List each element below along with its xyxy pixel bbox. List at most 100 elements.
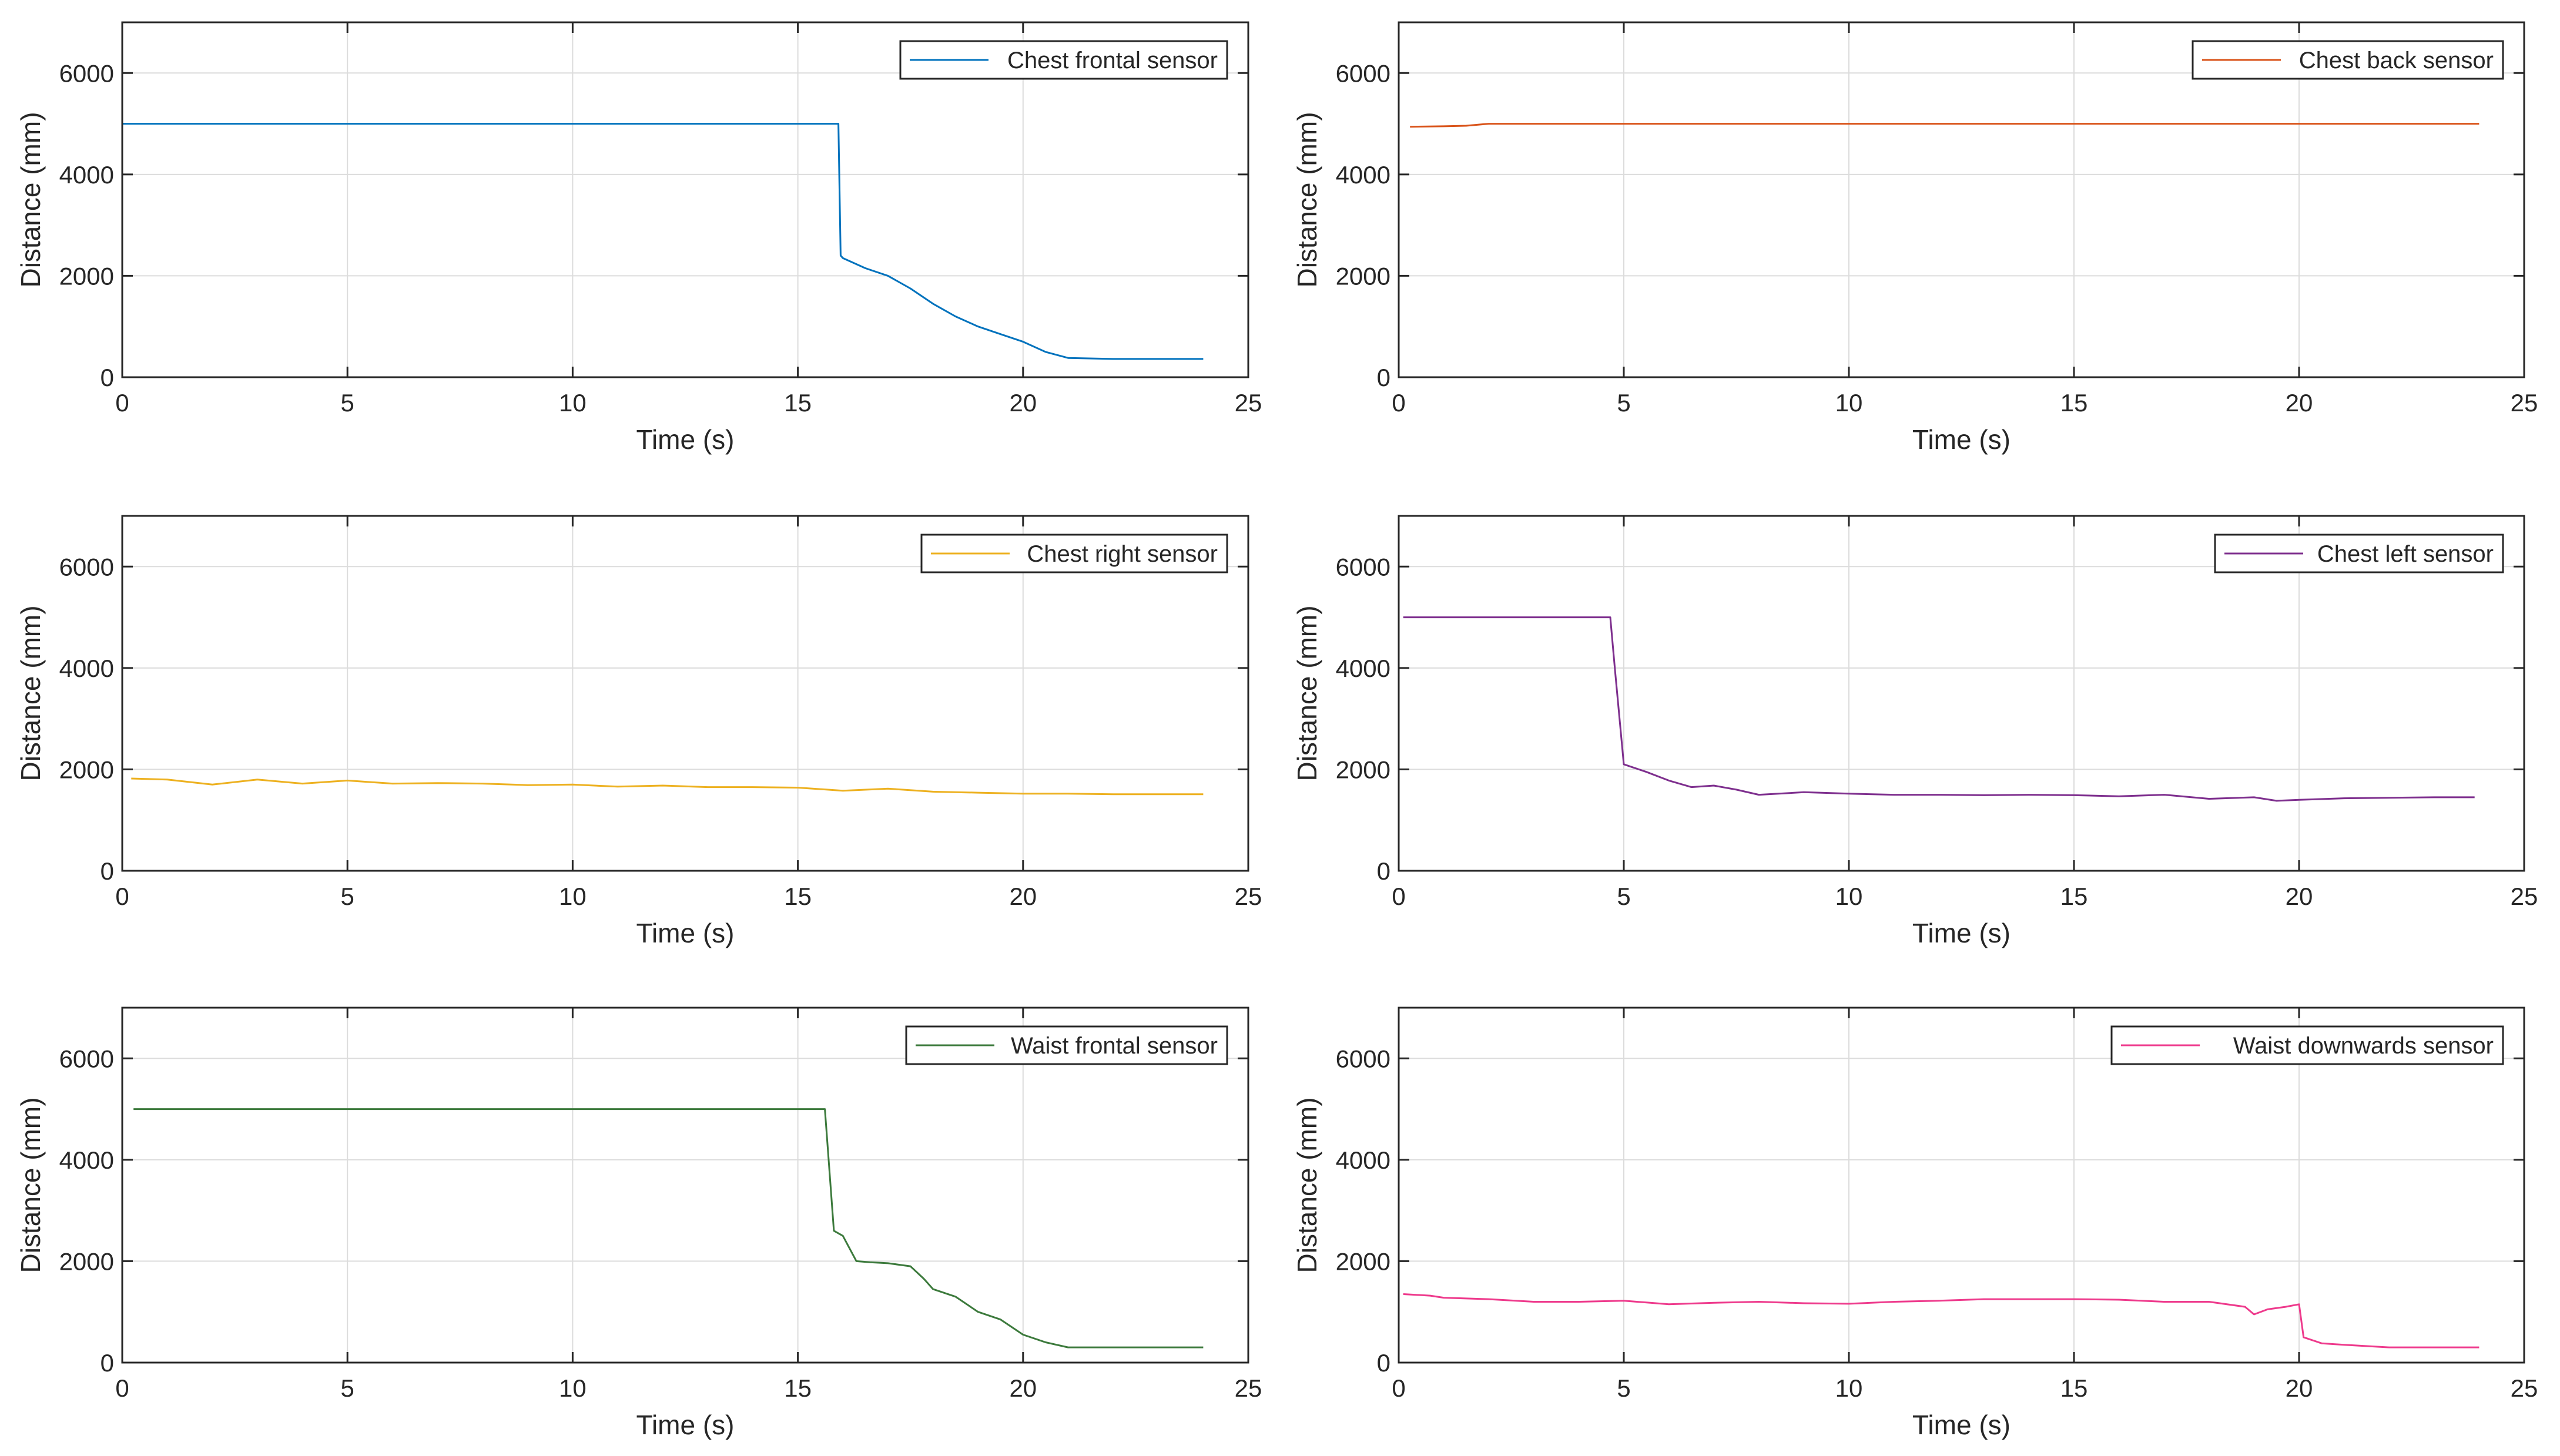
x-axis-label: Time (s) bbox=[1912, 1410, 2011, 1440]
series-line bbox=[122, 123, 1204, 360]
chart-panel-6: 0 5 10 15 20 25 0 2000 4000 6000 Time (s) Distance … bbox=[1292, 1007, 2538, 1440]
legend-label: Chest back sensor bbox=[2299, 48, 2494, 73]
y-tick-label: 0 bbox=[100, 1349, 114, 1377]
x-tick-label: 25 bbox=[1235, 1374, 1262, 1402]
y-tick-label: 0 bbox=[100, 364, 114, 391]
y-axis-label: Distance (mm) bbox=[15, 605, 46, 781]
y-tick-label: 6000 bbox=[1336, 553, 1390, 581]
y-tick-label: 4000 bbox=[59, 655, 114, 682]
x-tick-label: 5 bbox=[341, 883, 354, 910]
axes-frame bbox=[1398, 1007, 2525, 1364]
y-tick-label: 6000 bbox=[59, 553, 114, 581]
x-tick-label: 25 bbox=[2511, 1374, 2538, 1402]
y-axis-label: Distance (mm) bbox=[1292, 112, 1322, 287]
series-line bbox=[1410, 123, 2479, 128]
legend: Chest right sensor bbox=[920, 534, 1228, 573]
plot-area bbox=[122, 1008, 1248, 1363]
x-tick-label: 20 bbox=[1009, 389, 1037, 417]
chart-panel-2: 0 5 10 15 20 25 0 2000 4000 6000 Time (s) Distance … bbox=[1292, 21, 2538, 455]
x-tick-label: 0 bbox=[1392, 1374, 1405, 1402]
x-tick-label: 10 bbox=[559, 1374, 587, 1402]
y-axis-label: Distance (mm) bbox=[15, 112, 46, 287]
x-tick-label: 15 bbox=[784, 1374, 812, 1402]
x-tick-label: 25 bbox=[2511, 883, 2538, 910]
legend: Waist downwards sensor bbox=[2110, 1025, 2504, 1065]
x-tick-label: 25 bbox=[1235, 883, 1262, 910]
legend: Waist frontal sensor bbox=[905, 1025, 1228, 1065]
y-tick-label: 4000 bbox=[1336, 655, 1390, 682]
x-axis-label: Time (s) bbox=[1912, 918, 2011, 948]
x-tick-label: 15 bbox=[2060, 1374, 2088, 1402]
x-tick-label: 20 bbox=[2286, 1374, 2313, 1402]
legend: Chest back sensor bbox=[2192, 40, 2504, 80]
x-tick-label: 10 bbox=[1835, 389, 1863, 417]
x-tick-label: 20 bbox=[2286, 883, 2313, 910]
x-tick-label: 20 bbox=[1009, 883, 1037, 910]
x-axis-label: Time (s) bbox=[636, 918, 735, 948]
x-tick-label: 5 bbox=[1617, 1374, 1630, 1402]
y-tick-label: 0 bbox=[1377, 364, 1390, 391]
legend: Chest frontal sensor bbox=[899, 40, 1228, 80]
x-tick-label: 25 bbox=[2511, 389, 2538, 417]
x-axis-label: Time (s) bbox=[636, 424, 735, 455]
y-axis-label: Distance (mm) bbox=[1292, 1097, 1322, 1273]
x-tick-label: 5 bbox=[1617, 389, 1630, 417]
x-tick-label: 25 bbox=[1235, 389, 1262, 417]
y-tick-label: 6000 bbox=[1336, 1045, 1390, 1072]
x-axis-label: Time (s) bbox=[1912, 424, 2011, 455]
series-line bbox=[131, 777, 1204, 796]
chart-panel-5: 0 5 10 15 20 25 0 2000 4000 6000 Time (s) Distance … bbox=[15, 1007, 1262, 1440]
x-tick-label: 20 bbox=[1009, 1374, 1037, 1402]
chart-panel-1: 0 5 10 15 20 25 0 2000 4000 6000 Time (s) Distance … bbox=[15, 21, 1262, 455]
y-tick-label: 4000 bbox=[1336, 161, 1390, 189]
y-tick-label: 0 bbox=[1377, 1349, 1390, 1377]
y-tick-label: 4000 bbox=[59, 161, 114, 189]
legend-label: Chest frontal sensor bbox=[1007, 48, 1218, 73]
plot-area bbox=[1399, 516, 2524, 871]
legend-label: Waist frontal sensor bbox=[1011, 1033, 1218, 1059]
x-tick-label: 0 bbox=[115, 389, 129, 417]
axes-frame bbox=[121, 21, 1249, 378]
x-tick-label: 5 bbox=[1617, 883, 1630, 910]
x-tick-label: 10 bbox=[1835, 1374, 1863, 1402]
series-line bbox=[133, 1108, 1204, 1348]
y-tick-label: 6000 bbox=[1336, 59, 1390, 87]
y-tick-label: 6000 bbox=[59, 1045, 114, 1072]
y-tick-label: 2000 bbox=[59, 1247, 114, 1275]
legend: Chest left sensor bbox=[2214, 534, 2504, 573]
y-tick-label: 4000 bbox=[59, 1146, 114, 1174]
legend-label: Chest left sensor bbox=[2317, 541, 2494, 567]
x-tick-label: 15 bbox=[2060, 883, 2088, 910]
axes-frame bbox=[121, 1007, 1249, 1364]
axes-frame bbox=[1398, 515, 2525, 872]
plot-area bbox=[1399, 22, 2524, 377]
x-tick-label: 10 bbox=[1835, 883, 1863, 910]
series-line bbox=[1403, 1293, 2479, 1348]
x-tick-label: 5 bbox=[341, 389, 354, 417]
chart-panel-4: 0 5 10 15 20 25 0 2000 4000 6000 Time (s) Distance … bbox=[1292, 515, 2538, 948]
x-tick-label: 0 bbox=[115, 1374, 129, 1402]
y-tick-label: 2000 bbox=[1336, 262, 1390, 290]
y-tick-label: 4000 bbox=[1336, 1146, 1390, 1174]
x-tick-label: 0 bbox=[1392, 389, 1405, 417]
x-tick-label: 15 bbox=[2060, 389, 2088, 417]
x-tick-label: 10 bbox=[559, 389, 587, 417]
x-tick-label: 0 bbox=[1392, 883, 1405, 910]
plot-area bbox=[122, 22, 1248, 377]
x-tick-label: 0 bbox=[115, 883, 129, 910]
series-line bbox=[1403, 616, 2475, 802]
x-tick-label: 15 bbox=[784, 389, 812, 417]
x-tick-label: 5 bbox=[341, 1374, 354, 1402]
y-tick-label: 2000 bbox=[1336, 1247, 1390, 1275]
plot-area bbox=[122, 516, 1248, 871]
chart-panel-3: 0 5 10 15 20 25 0 2000 4000 6000 Time (s) Distance … bbox=[15, 515, 1262, 948]
y-axis-label: Distance (mm) bbox=[15, 1097, 46, 1273]
y-tick-label: 6000 bbox=[59, 59, 114, 87]
legend-box bbox=[899, 40, 1228, 80]
y-tick-label: 0 bbox=[1377, 857, 1390, 885]
x-axis-label: Time (s) bbox=[636, 1410, 735, 1440]
legend-box bbox=[2214, 534, 2504, 573]
y-tick-label: 2000 bbox=[1336, 756, 1390, 783]
plot-area bbox=[1399, 1008, 2524, 1363]
